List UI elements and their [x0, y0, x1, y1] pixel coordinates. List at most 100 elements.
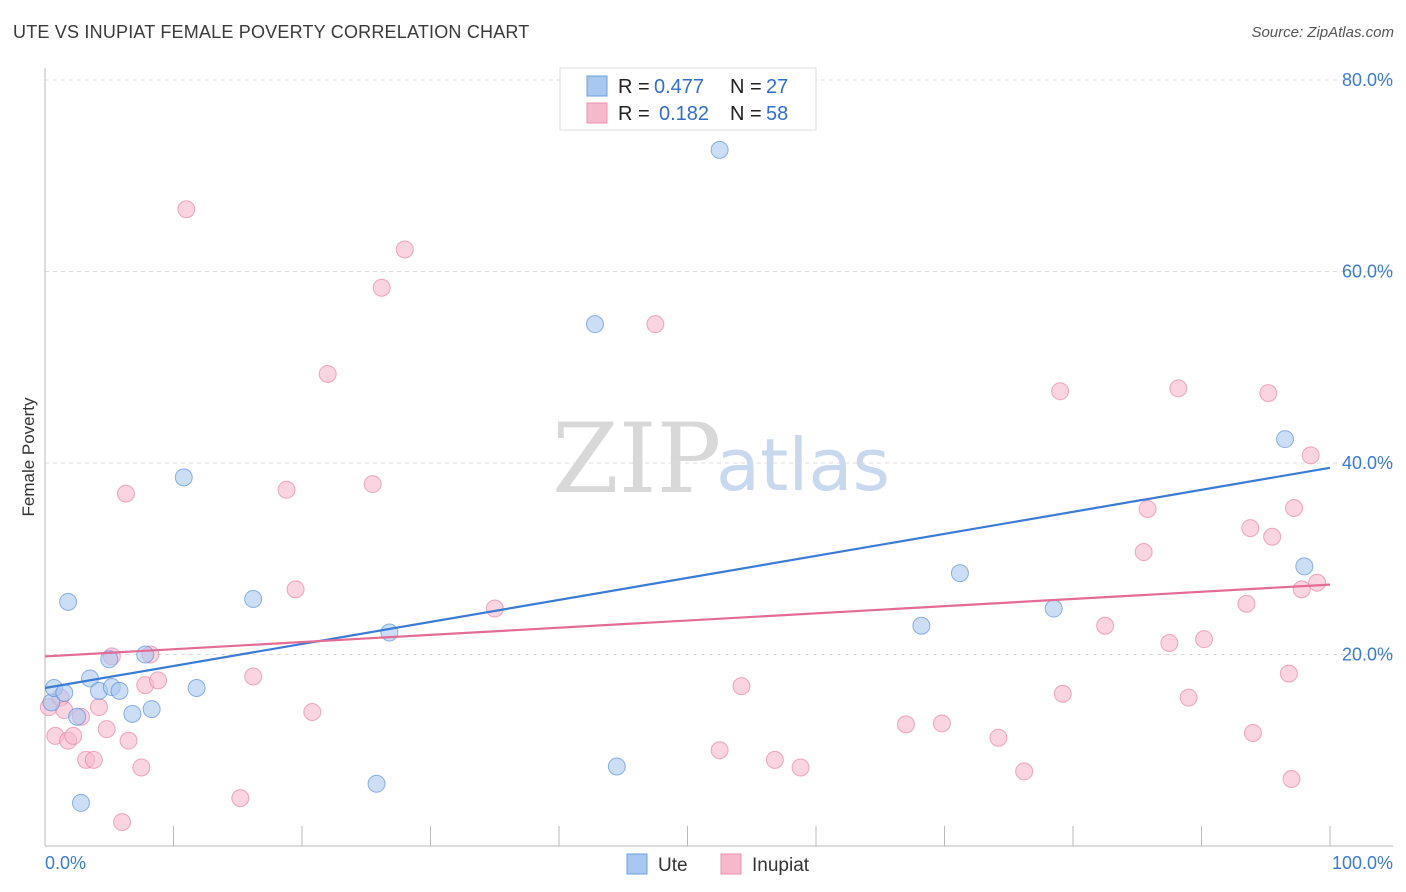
point-inupiat: [1259, 384, 1278, 403]
y-axis-title: Female Poverty: [19, 397, 38, 517]
point-inupiat: [485, 599, 504, 618]
point-ute: [142, 700, 161, 719]
point-inupiat: [989, 728, 1008, 747]
point-inupiat: [765, 750, 784, 769]
y-tick-label: 40.0%: [1342, 453, 1393, 473]
point-inupiat: [119, 731, 138, 750]
x-tick-label-max: 100.0%: [1332, 853, 1393, 873]
point-ute: [585, 315, 604, 334]
point-inupiat: [1051, 382, 1070, 401]
legend-n-value-ute: 27: [766, 76, 788, 98]
point-inupiat: [646, 315, 665, 334]
point-inupiat: [1169, 379, 1188, 398]
legend-n-label-ute: N =: [730, 76, 762, 98]
point-ute: [912, 616, 931, 635]
point-inupiat: [372, 278, 391, 297]
legend-r-value-inupiat: 0.182: [659, 103, 709, 125]
point-ute: [950, 564, 969, 583]
y-tick-label: 60.0%: [1342, 262, 1393, 282]
legend-r-label-inupiat: R =: [618, 103, 650, 125]
point-inupiat: [244, 667, 263, 686]
point-ute: [1276, 430, 1295, 449]
point-inupiat: [1237, 594, 1256, 613]
point-inupiat: [791, 758, 810, 777]
point-inupiat: [84, 750, 103, 769]
trend-line-inupiat: [44, 583, 1331, 658]
point-inupiat: [932, 714, 951, 733]
x-ticks: [44, 826, 1331, 846]
point-inupiat: [318, 364, 337, 383]
point-ute: [367, 774, 386, 793]
point-inupiat: [1292, 580, 1311, 599]
chart-title: UTE VS INUPIAT FEMALE POVERTY CORRELATIO…: [13, 22, 530, 42]
legend-r-label-ute: R =: [618, 76, 650, 98]
legend-n-value-inupiat: 58: [766, 103, 788, 125]
point-ute: [71, 793, 90, 812]
point-ute: [174, 468, 193, 487]
bottom-legend-swatch-inupiat: [720, 853, 742, 875]
point-inupiat: [1282, 769, 1301, 788]
point-inupiat: [116, 484, 135, 503]
point-inupiat: [286, 580, 305, 599]
point-inupiat: [1279, 664, 1298, 683]
point-inupiat: [363, 475, 382, 494]
gridlines: [45, 79, 1393, 655]
point-ute: [244, 589, 263, 608]
point-inupiat: [97, 720, 116, 739]
y-tick-labels: 20.0% 40.0% 60.0% 80.0%: [1342, 70, 1393, 665]
point-inupiat: [177, 200, 196, 219]
bottom-legend-label-inupiat: Inupiat: [752, 855, 810, 876]
point-inupiat: [89, 698, 108, 717]
point-ute: [100, 650, 119, 669]
legend-swatch-inupiat: [586, 102, 608, 124]
point-inupiat: [1096, 616, 1115, 635]
point-inupiat: [1195, 630, 1214, 649]
point-inupiat: [1015, 762, 1034, 781]
point-inupiat: [1301, 446, 1320, 465]
point-inupiat: [1263, 527, 1282, 546]
point-inupiat: [132, 758, 151, 777]
point-ute: [59, 592, 78, 611]
point-inupiat: [896, 715, 915, 734]
stats-legend: R = 0.477 N = 27 R = 0.182 N = 58: [559, 67, 817, 131]
point-inupiat: [1243, 724, 1262, 743]
x-tick-label-min: 0.0%: [45, 853, 86, 873]
point-ute: [1295, 557, 1314, 576]
point-inupiat: [277, 480, 296, 499]
point-ute: [110, 681, 129, 700]
watermark-atlas: atlas: [716, 423, 890, 507]
point-inupiat: [710, 741, 729, 760]
trend-lines: [44, 466, 1331, 690]
point-inupiat: [1179, 688, 1198, 707]
point-inupiat: [113, 813, 132, 832]
point-inupiat: [732, 677, 751, 696]
point-inupiat: [1285, 499, 1304, 518]
point-inupiat: [303, 702, 322, 721]
watermark-zip: ZIP: [552, 403, 721, 515]
y-tick-label: 80.0%: [1342, 70, 1393, 90]
point-inupiat: [1308, 573, 1327, 592]
point-ute: [55, 683, 74, 702]
series-inupiat-points: [39, 200, 1327, 832]
point-ute: [1044, 599, 1063, 618]
point-inupiat: [64, 726, 83, 745]
point-inupiat: [1241, 519, 1260, 538]
point-inupiat: [1138, 499, 1157, 518]
point-ute: [710, 140, 729, 159]
trend-line-ute: [44, 466, 1331, 690]
point-inupiat: [395, 240, 414, 259]
series-ute-points: [42, 140, 1314, 812]
point-inupiat: [1160, 634, 1179, 653]
source-label: Source: ZipAtlas.com: [1251, 24, 1394, 41]
legend-n-label-inupiat: N =: [730, 103, 762, 125]
point-inupiat: [1134, 543, 1153, 562]
legend-swatch-ute: [586, 75, 608, 97]
point-ute: [187, 679, 206, 698]
y-tick-label: 20.0%: [1342, 645, 1393, 665]
legend-r-value-ute: 0.477: [654, 76, 704, 98]
bottom-legend-swatch-ute: [626, 853, 648, 875]
point-inupiat: [1053, 684, 1072, 703]
point-ute: [68, 707, 87, 726]
point-ute: [607, 757, 626, 776]
